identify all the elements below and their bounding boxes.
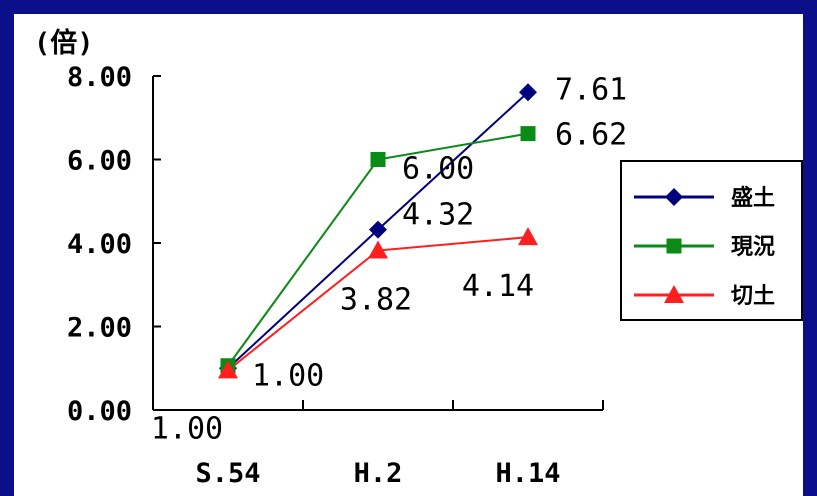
data-label: 6.00	[402, 152, 474, 187]
x-tick-label: S.54	[195, 458, 260, 489]
legend-swatch-marker	[666, 238, 682, 254]
data-point-marker	[369, 220, 387, 239]
chart-frame: 0.00 2.00 4.00 6.00 8.00 (倍) S.54 H.2 H.14 1.00 4…	[14, 14, 803, 496]
legend-label: 切土	[731, 284, 775, 309]
series-markers	[218, 83, 538, 379]
legend-label: 現況	[731, 235, 775, 260]
y-tick-label: 2.00	[67, 313, 132, 344]
data-label: 4.14	[462, 269, 534, 304]
y-tick-label: 8.00	[67, 62, 132, 93]
data-point-marker	[519, 83, 537, 102]
x-tick-label: H.14	[495, 458, 560, 489]
y-tick-label: 4.00	[67, 229, 132, 260]
x-tick-label: H.2	[354, 458, 403, 489]
legend-swatch-marker	[664, 285, 684, 303]
legend-swatch-marker	[665, 188, 683, 206]
line-chart: 0.00 2.00 4.00 6.00 8.00(倍) S.54 H.2 H.14 1.00 4…	[34, 27, 803, 489]
y-tick-label: 0.00	[67, 396, 132, 427]
data-label: 1.00	[252, 358, 324, 393]
legend-label: 盛土	[731, 185, 775, 211]
y-axis-label: (倍)	[34, 27, 94, 59]
data-label: 7.61	[555, 72, 627, 107]
data-label: 1.00	[151, 411, 223, 446]
data-label: 3.82	[340, 283, 412, 318]
data-point-marker	[218, 360, 238, 379]
data-label: 6.62	[555, 118, 627, 153]
data-point-marker	[518, 227, 538, 246]
data-point-marker	[368, 240, 388, 259]
data-point-marker	[370, 152, 386, 167]
data-point-marker	[520, 126, 536, 142]
data-labels: 1.00 4.32 7.61 6.00 6.62 1.00 3.82 4.14	[151, 72, 627, 446]
data-label: 4.32	[402, 198, 474, 233]
y-tick-label: 6.00	[67, 146, 132, 177]
axes: 0.00 2.00 4.00 6.00 8.00(倍) S.54 H.2 H.14	[34, 27, 604, 489]
